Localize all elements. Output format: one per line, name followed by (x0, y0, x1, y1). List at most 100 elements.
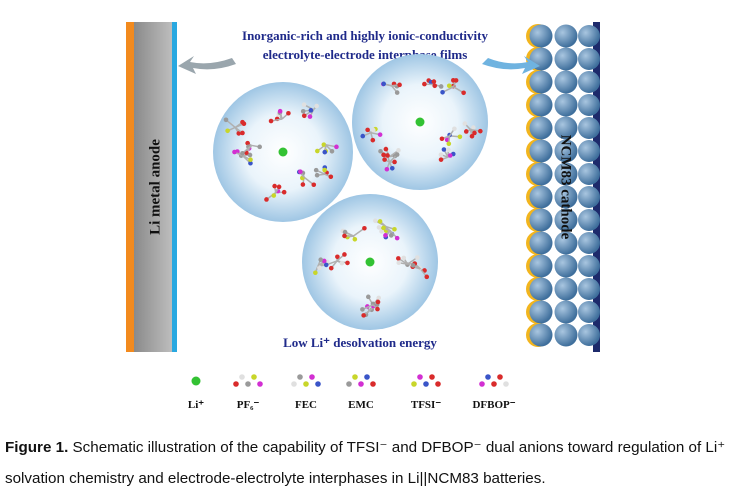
cathode-particle (578, 117, 600, 139)
cathode-particle (554, 231, 578, 255)
atom (360, 307, 365, 312)
anode-label: Li metal anode (147, 139, 163, 235)
legend-icon (303, 381, 309, 387)
cathode-particle (529, 139, 553, 163)
atom (308, 108, 314, 113)
atom (396, 148, 401, 153)
solvation-clusters (213, 54, 488, 330)
cathode-particle (529, 254, 553, 278)
atom (300, 182, 306, 187)
atom (432, 83, 438, 89)
atom (438, 152, 444, 157)
atom (382, 157, 387, 162)
cathode-particle (554, 277, 578, 301)
cathode-particle (554, 47, 578, 71)
atom (441, 147, 447, 152)
atom (383, 146, 389, 152)
atom (422, 81, 427, 87)
atom (342, 252, 347, 257)
anode (134, 22, 172, 352)
atom (446, 141, 452, 147)
legend-icon (497, 374, 503, 380)
cathode-particle (554, 254, 578, 278)
atom (232, 149, 237, 155)
legend-icon (423, 381, 429, 387)
caption-text: Schematic illustration of the capability… (5, 439, 726, 487)
atom (321, 142, 327, 147)
atom (360, 133, 366, 139)
cathode-particle (554, 185, 578, 209)
cathode-particle (554, 139, 578, 163)
legend-icon (503, 381, 509, 387)
atom (446, 83, 452, 89)
atom (276, 184, 282, 190)
atom (321, 258, 327, 264)
atom (444, 137, 450, 143)
atom (381, 152, 386, 158)
atom (366, 294, 371, 300)
cathode-collector (593, 22, 600, 352)
atom (385, 153, 390, 158)
atom (298, 169, 303, 174)
atom (375, 306, 380, 312)
cathode-particle (578, 209, 600, 231)
atom (300, 109, 306, 114)
atom (361, 313, 366, 318)
atom (397, 82, 402, 88)
atom (311, 182, 317, 188)
atom (272, 183, 277, 189)
atom (264, 197, 269, 202)
cathode-particle (578, 25, 600, 47)
atom (388, 233, 394, 238)
cathode-particle (578, 163, 600, 185)
atom (345, 260, 350, 266)
legend-icon (479, 381, 485, 387)
cathode-particle (578, 278, 600, 300)
atom (396, 256, 401, 261)
cathode-particle (578, 94, 600, 116)
cathode-particle (578, 232, 600, 254)
atom (301, 102, 307, 107)
cathode-particle (529, 93, 553, 117)
arrow-left (178, 56, 236, 74)
cathode-particle (529, 208, 553, 232)
atom (461, 90, 466, 96)
atom (370, 127, 376, 133)
atom (342, 229, 348, 235)
atom (440, 89, 445, 95)
atom (394, 235, 400, 241)
legend-label: FEC (295, 399, 317, 411)
atom (223, 117, 229, 123)
atom (392, 159, 397, 165)
arrow-right (482, 56, 540, 74)
atom (375, 299, 381, 305)
atom (352, 237, 358, 242)
atom (438, 84, 444, 89)
atom (307, 114, 313, 119)
atom (277, 108, 283, 114)
atom (317, 265, 322, 270)
atom (469, 133, 475, 139)
cathode-particle (529, 231, 553, 255)
atom (463, 129, 469, 134)
cathode-particle (529, 70, 553, 94)
atom (438, 157, 444, 162)
cathode-particle (578, 140, 600, 162)
cathode-particle (529, 323, 553, 347)
atom (414, 255, 420, 260)
atom (471, 125, 476, 130)
legend-icon (309, 374, 315, 380)
atom (313, 167, 319, 173)
cathode-particle (554, 24, 578, 48)
cathode-particle (554, 208, 578, 232)
legend-icon (411, 381, 417, 387)
atom (240, 150, 245, 156)
legend-icon (297, 374, 303, 380)
legend-label: Li⁺ (188, 399, 204, 411)
atom (248, 160, 253, 166)
li-ion (278, 147, 288, 157)
legend-icon (251, 374, 257, 380)
atom (446, 147, 451, 153)
bottom-label: Low Li⁺ desolvation energy (283, 335, 437, 350)
atom (365, 127, 370, 133)
